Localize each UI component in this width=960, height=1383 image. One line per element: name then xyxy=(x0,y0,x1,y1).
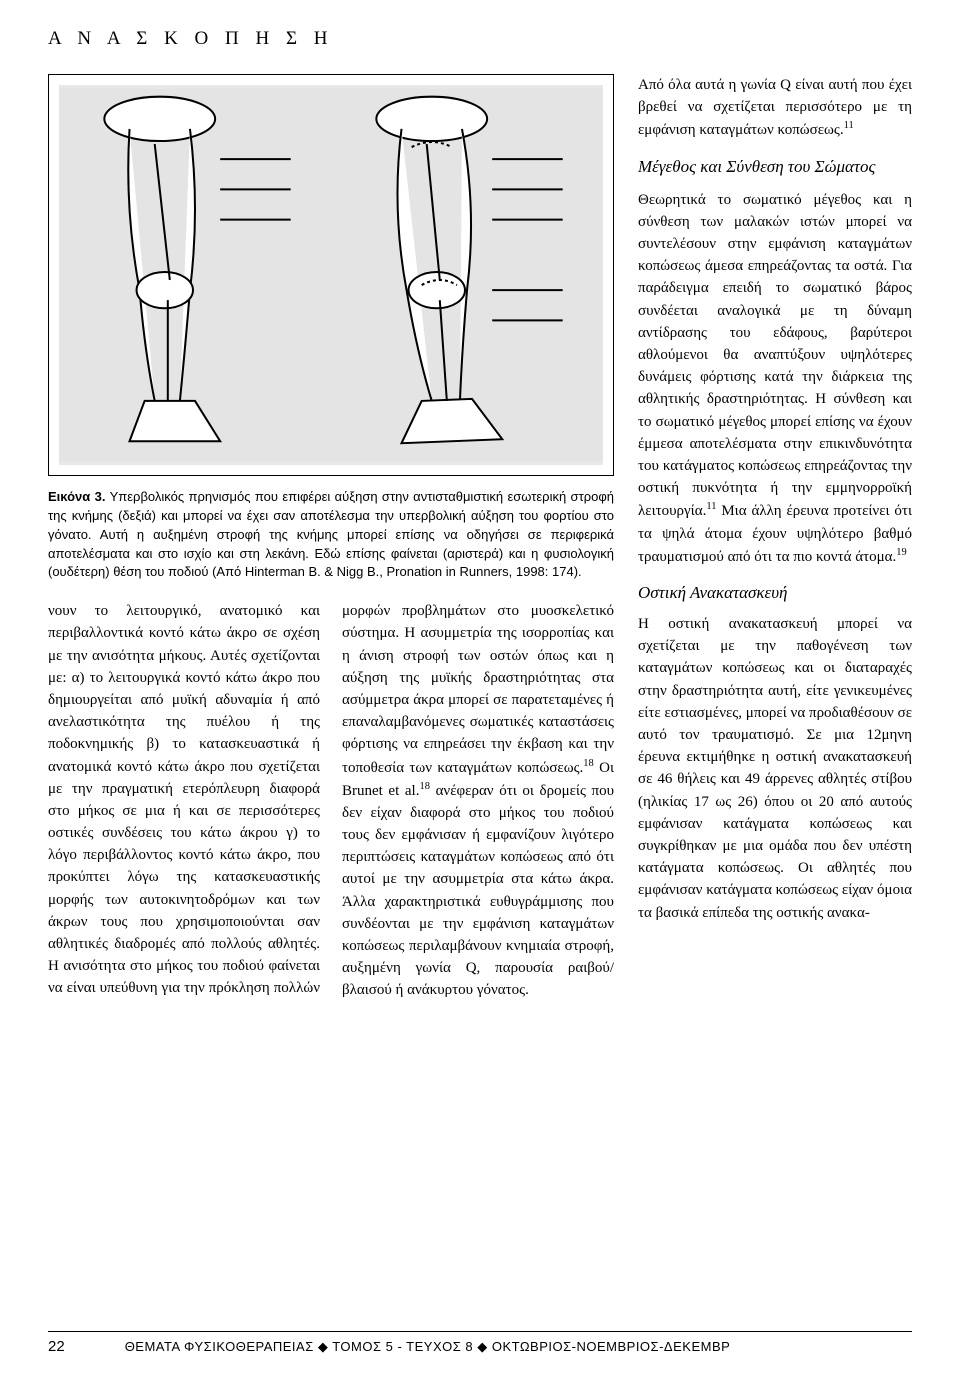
left-body-columns: νουν το λειτουργικό, ανατομικό και περιβ… xyxy=(48,600,614,1001)
figure-caption: Εικόνα 3. Υπερβολικός πρηνισμός που επιφ… xyxy=(48,488,614,582)
right-p2: Θεωρητικά το σωματικό μέγεθος και η σύνθ… xyxy=(638,189,912,568)
left-body-text-3: ανέφεραν ότι οι δρομείς που δεν είχαν δι… xyxy=(342,783,614,999)
right-column: Από όλα αυτά η γωνία Q είναι αυτή που έχ… xyxy=(638,74,912,1002)
page-number: 22 xyxy=(48,1338,65,1355)
citation-11: 11 xyxy=(844,120,854,131)
right-p2a-text: Θεωρητικά το σωματικό μέγεθος και η σύνθ… xyxy=(638,192,912,520)
left-block: Εικόνα 3. Υπερβολικός πρηνισμός που επιφ… xyxy=(48,74,614,1002)
subhead-body-size: Μέγεθος και Σύνθεση του Σώματος xyxy=(638,154,912,179)
citation-18b: 18 xyxy=(419,781,430,792)
subhead-bone-remodeling: Οστική Ανακατασκευή xyxy=(638,580,912,605)
figure-caption-text: Υπερβολικός πρηνισμός που επιφέρει αύξησ… xyxy=(48,489,614,579)
right-p3: Η οστική ανακατασκευή μπορεί να σχετίζετ… xyxy=(638,613,912,924)
citation-18a: 18 xyxy=(583,758,594,769)
citation-19: 19 xyxy=(896,547,907,558)
right-p1-text: Από όλα αυτά η γωνία Q είναι αυτή που έχ… xyxy=(638,77,912,138)
figure-image xyxy=(59,85,603,465)
content-area: Εικόνα 3. Υπερβολικός πρηνισμός που επιφ… xyxy=(48,74,912,1002)
footer-text: ΘΕΜΑΤΑ ΦΥΣΙΚΟΘΕΡΑΠΕΙΑΣ ◆ ΤΟΜΟΣ 5 - ΤΕΥΧΟ… xyxy=(125,1339,731,1355)
right-p1: Από όλα αυτά η γωνία Q είναι αυτή που έχ… xyxy=(638,74,912,142)
section-header: Α Ν Α Σ Κ Ο Π Η Σ Η xyxy=(48,28,912,50)
figure-label: Εικόνα 3. xyxy=(48,489,105,504)
page-footer: 22 ΘΕΜΑΤΑ ΦΥΣΙΚΟΘΕΡΑΠΕΙΑΣ ◆ ΤΟΜΟΣ 5 - ΤΕ… xyxy=(48,1331,912,1355)
citation-11b: 11 xyxy=(706,501,716,512)
figure-box xyxy=(48,74,614,476)
